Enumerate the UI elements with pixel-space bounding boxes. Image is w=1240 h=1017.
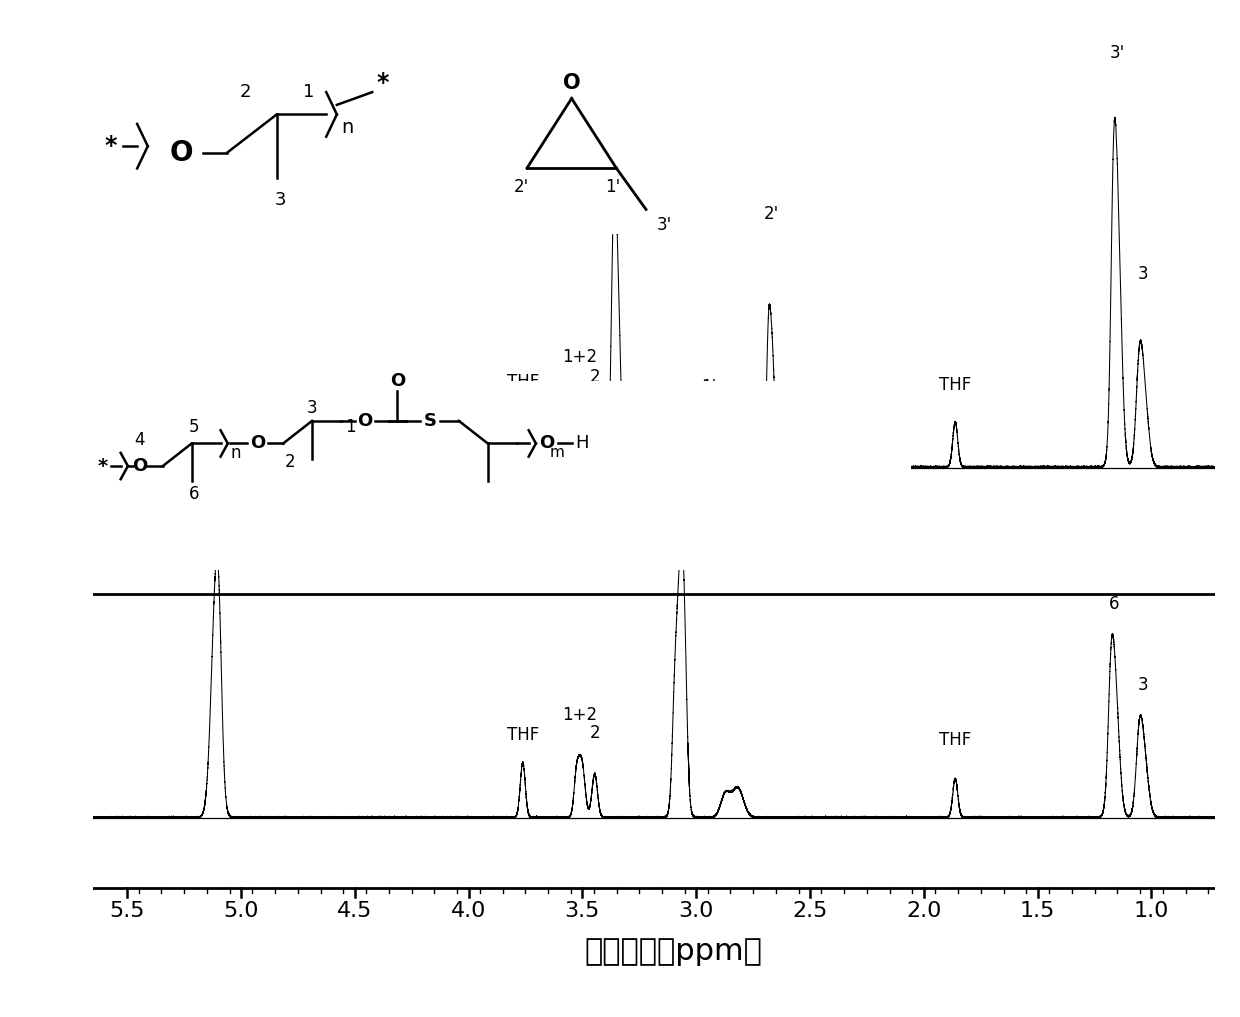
Text: H: H — [575, 434, 589, 453]
Text: n: n — [231, 443, 242, 462]
Text: 2': 2' — [764, 205, 779, 224]
Text: THF: THF — [939, 731, 971, 749]
Text: O: O — [250, 434, 265, 453]
Text: n: n — [341, 118, 353, 136]
Text: 4.0: 4.0 — [451, 901, 486, 921]
Text: 5.5: 5.5 — [109, 901, 145, 921]
Text: 3.5: 3.5 — [564, 901, 600, 921]
Text: 3: 3 — [274, 191, 286, 210]
Text: 6: 6 — [188, 485, 200, 503]
Text: THF: THF — [939, 376, 971, 394]
Text: 4: 4 — [135, 431, 145, 448]
Text: 1.5: 1.5 — [1021, 901, 1055, 921]
Text: S: S — [424, 412, 436, 430]
Text: 6: 6 — [1109, 595, 1120, 613]
Text: O: O — [563, 73, 580, 94]
Text: O: O — [170, 138, 193, 167]
Text: 1.0: 1.0 — [1133, 901, 1169, 921]
Text: 3: 3 — [1137, 675, 1148, 694]
Text: O: O — [133, 457, 148, 475]
Text: 1+2: 1+2 — [562, 706, 596, 724]
Text: 4.5: 4.5 — [337, 901, 372, 921]
Text: m: m — [551, 445, 565, 461]
Text: O: O — [539, 434, 554, 453]
Text: 2': 2' — [609, 58, 624, 75]
Text: 2: 2 — [589, 724, 600, 742]
Text: *: * — [98, 457, 108, 476]
Text: 3: 3 — [1137, 265, 1148, 283]
Text: 2: 2 — [239, 83, 250, 101]
Text: 3.0: 3.0 — [678, 901, 714, 921]
Text: 1': 1' — [605, 178, 620, 196]
Text: 1': 1' — [701, 377, 717, 396]
Text: 5: 5 — [188, 418, 200, 435]
Text: O: O — [389, 372, 405, 391]
Text: 2.5: 2.5 — [792, 901, 828, 921]
Text: 化学位移（ppm）: 化学位移（ppm） — [584, 937, 763, 966]
Text: 1: 1 — [303, 83, 314, 101]
Text: 2.0: 2.0 — [906, 901, 941, 921]
Text: *: * — [104, 134, 117, 159]
Text: 3: 3 — [306, 399, 317, 417]
Text: 4: 4 — [211, 519, 221, 537]
Text: 5: 5 — [675, 468, 684, 486]
Text: 2: 2 — [589, 368, 600, 386]
Text: 3': 3' — [656, 216, 672, 234]
Text: 5.0: 5.0 — [223, 901, 259, 921]
Text: 1+2: 1+2 — [562, 348, 596, 366]
Text: THF: THF — [507, 726, 539, 744]
Text: 2': 2' — [513, 178, 528, 196]
Text: O: O — [357, 412, 373, 430]
Text: THF: THF — [507, 373, 539, 392]
Text: 2: 2 — [285, 454, 295, 471]
Text: 3': 3' — [1110, 44, 1125, 62]
Text: *: * — [377, 70, 389, 95]
Text: 1: 1 — [345, 418, 356, 435]
